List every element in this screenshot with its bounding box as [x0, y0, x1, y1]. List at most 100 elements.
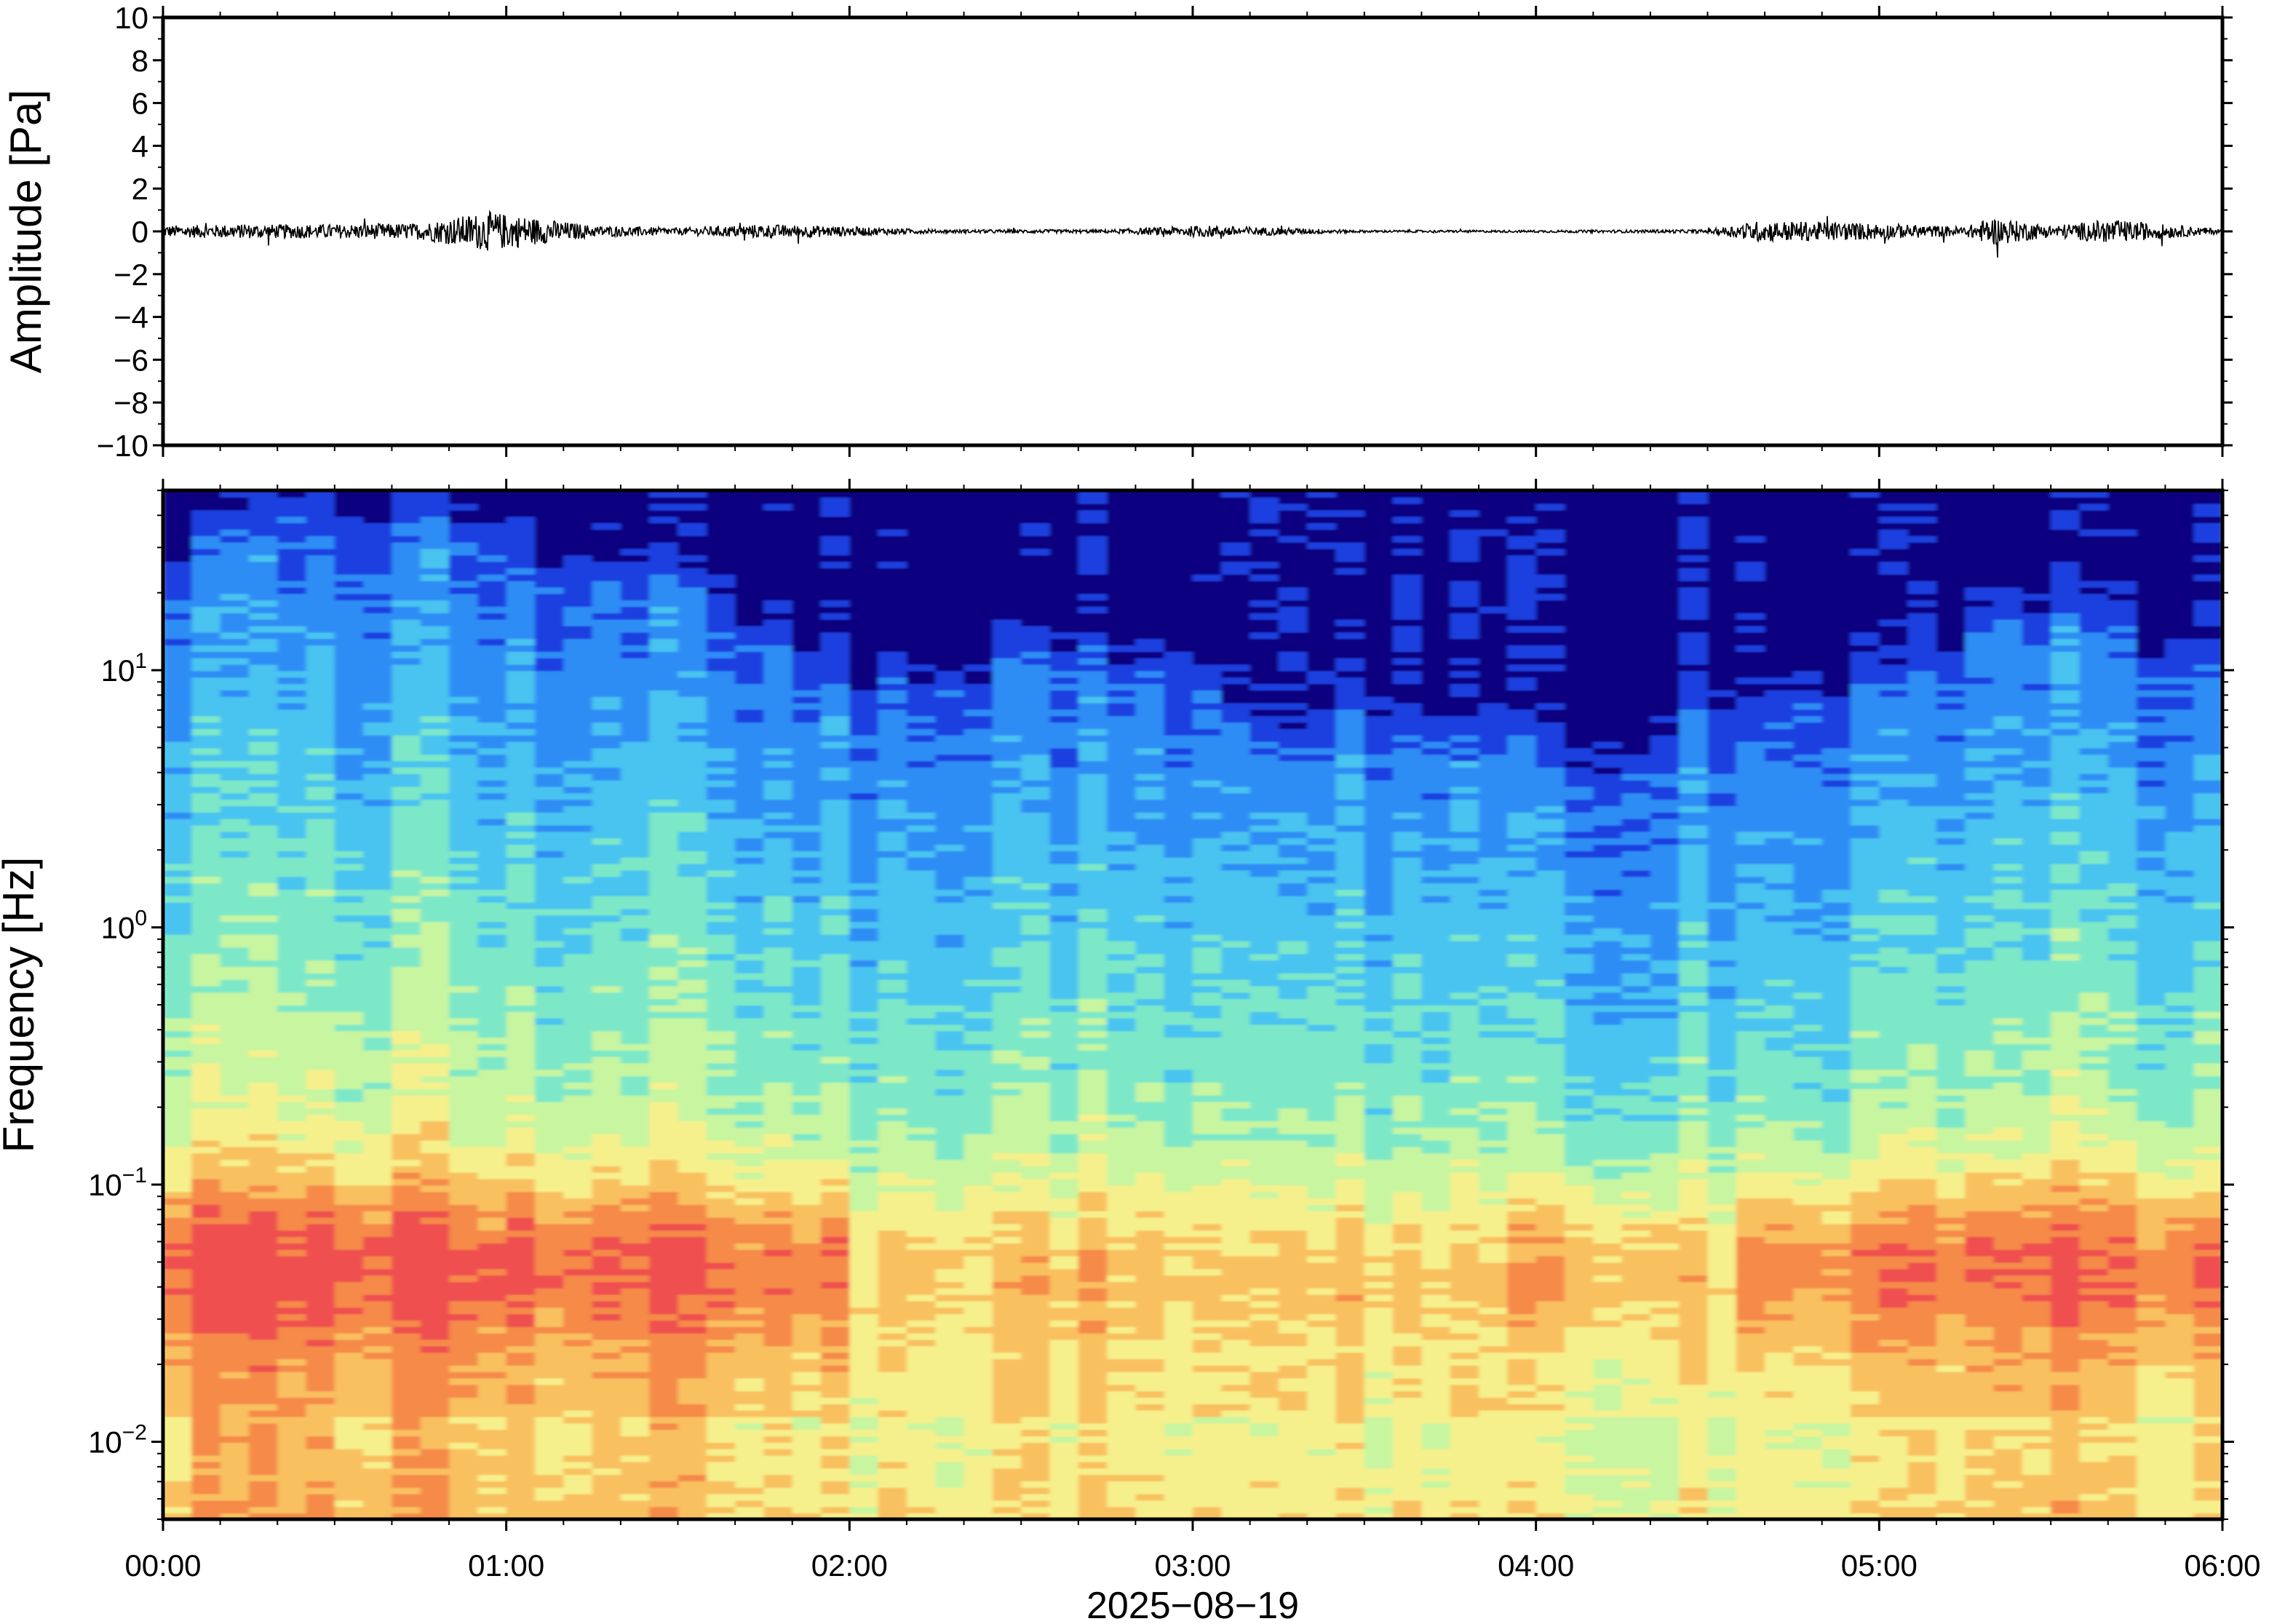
- spectrogram-cell: [506, 1030, 536, 1038]
- spectrogram-cell: [392, 670, 421, 678]
- spectrogram-cell: [735, 773, 765, 781]
- spectrogram-cell: [220, 767, 250, 774]
- spectrogram-cell: [191, 1243, 221, 1250]
- spectrogram-cell: [878, 1313, 907, 1321]
- spectrogram-cell: [792, 1230, 822, 1238]
- spectrogram-cell: [506, 1358, 536, 1366]
- spectrogram-cell: [306, 1243, 335, 1250]
- spectrogram-cell: [735, 921, 765, 928]
- spectrogram-cell: [992, 1101, 1022, 1109]
- spectrogram-cell: [277, 638, 307, 646]
- spectrogram-cell: [592, 496, 621, 504]
- spectrogram-cell: [906, 837, 937, 845]
- spectrogram-cell: [191, 1255, 221, 1263]
- spectrogram-cell: [535, 1377, 565, 1385]
- spectrogram-cell: [992, 1017, 1022, 1025]
- spectrogram-cell: [906, 940, 937, 948]
- spectrogram-cell: [248, 632, 279, 640]
- spectrogram-cell: [963, 1513, 993, 1519]
- spectrogram-cell: [420, 509, 450, 517]
- spectrogram-cell: [677, 1230, 707, 1238]
- spectrogram-cell: [649, 1236, 679, 1243]
- spectrogram-cell: [935, 1320, 965, 1327]
- spectrogram-cell: [592, 1133, 621, 1141]
- spectrogram-cell: [763, 593, 793, 601]
- spectrogram-cell: [449, 934, 479, 942]
- spectrogram-cell: [163, 1165, 193, 1173]
- spectrogram-cell: [735, 1153, 765, 1161]
- spectrogram-cell: [248, 960, 279, 967]
- spectrogram-cell: [906, 734, 937, 742]
- spectrogram-cell: [792, 1198, 822, 1205]
- spectrogram-cell: [620, 1243, 651, 1250]
- spectrogram-cell: [1021, 1178, 1051, 1186]
- spectrogram-cell: [592, 1153, 621, 1161]
- spectrogram-cell: [878, 966, 907, 974]
- spectrogram-cell: [1021, 1326, 1051, 1334]
- spectrogram-cell: [277, 1024, 307, 1032]
- spectrogram-cell: [620, 947, 651, 955]
- spectrogram-cell: [363, 883, 393, 890]
- spectrogram-cell: [849, 1030, 879, 1038]
- spectrogram-cell: [763, 972, 793, 980]
- spectrogram-cell: [563, 1069, 593, 1077]
- spectrogram-cell: [363, 1243, 393, 1250]
- spectrogram-cell: [592, 1403, 621, 1411]
- spectrogram-cell: [163, 638, 193, 646]
- spectrogram-cell: [191, 1441, 221, 1449]
- spectrogram-cell: [620, 747, 651, 755]
- spectrogram-cell: [963, 1198, 993, 1205]
- spectrogram-cell: [878, 1281, 907, 1289]
- spectrogram-cell: [363, 1422, 393, 1430]
- spectrogram-cell: [821, 850, 851, 858]
- spectrogram-cell: [706, 664, 736, 672]
- spectrogram-cell: [649, 1121, 679, 1128]
- spectrogram-cell: [849, 1287, 879, 1295]
- spectrogram-cell: [535, 1223, 565, 1231]
- spectrogram-cell: [935, 1133, 965, 1141]
- spectrogram-cell: [277, 1165, 307, 1173]
- spectrogram-cell: [392, 490, 421, 498]
- spectrogram-cell: [277, 1153, 307, 1161]
- spectrogram-cell: [735, 1107, 765, 1115]
- spectrogram-cell: [735, 1198, 765, 1205]
- spectrogram-cell: [563, 1486, 593, 1494]
- spectrogram-cell: [821, 496, 851, 504]
- spectrogram-cell: [992, 876, 1022, 884]
- spectrogram-cell: [592, 503, 621, 511]
- spectrogram-cell: [191, 1191, 221, 1199]
- spectrogram-cell: [878, 677, 907, 685]
- spectrogram-cell: [334, 561, 365, 568]
- spectrogram-cell: [420, 612, 450, 620]
- spectrogram-cell: [677, 1178, 707, 1186]
- spectrogram-cell: [792, 998, 822, 1006]
- spectrogram-cell: [992, 1513, 1022, 1519]
- spectrogram-cell: [878, 1493, 907, 1501]
- spectrogram-cell: [449, 1236, 479, 1243]
- spectrogram-cell: [277, 702, 307, 710]
- spectrogram-cell: [420, 606, 450, 613]
- spectrogram-cell: [735, 1281, 765, 1289]
- spectrogram-cell: [392, 747, 421, 755]
- spectrogram-cell: [906, 1332, 937, 1340]
- spectrogram-cell: [535, 1262, 565, 1270]
- spectrogram-cell: [706, 1121, 736, 1128]
- spectrogram-cell: [963, 1262, 993, 1270]
- spectrogram-cell: [163, 1320, 193, 1327]
- spectrogram-cell: [191, 1390, 221, 1398]
- spectrogram-cell: [420, 1043, 450, 1051]
- spectrogram-cell: [277, 683, 307, 690]
- spectrogram-cell: [535, 1390, 565, 1398]
- spectrogram-cell: [620, 831, 651, 839]
- spectrogram-cell: [248, 1082, 279, 1089]
- spectrogram-cell: [306, 972, 335, 980]
- spectrogram-cell: [763, 837, 793, 845]
- spectrogram-cell: [248, 1178, 279, 1186]
- spectrogram-cell: [992, 496, 1022, 504]
- spectrogram-cell: [420, 1371, 450, 1379]
- spectrogram-cell: [849, 1345, 879, 1353]
- spectrogram-cell: [878, 593, 907, 601]
- spectrogram-cell: [163, 1243, 193, 1250]
- spectrogram-cell: [620, 966, 651, 974]
- spectrogram-cell: [191, 1409, 221, 1417]
